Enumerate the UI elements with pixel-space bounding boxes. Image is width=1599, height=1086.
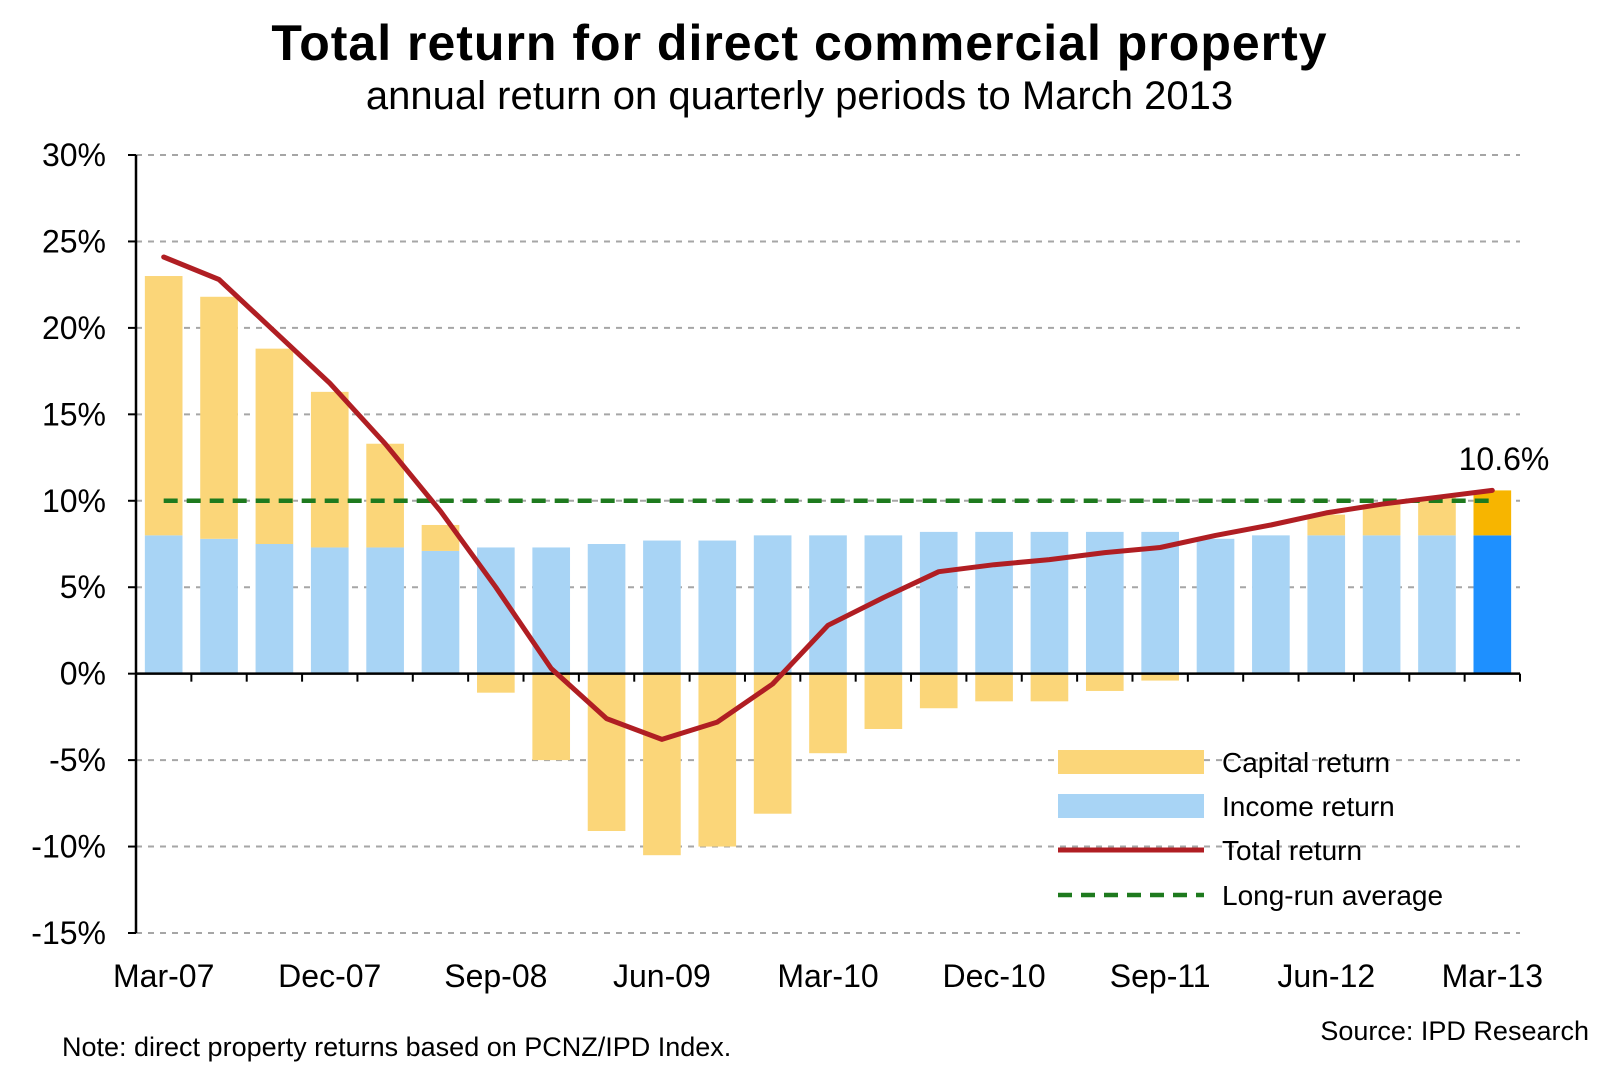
x-tick-label: Dec-10 <box>943 958 1046 994</box>
income-return-bar <box>421 550 460 674</box>
income-return-bar <box>1307 535 1346 674</box>
income-return-bar <box>587 544 626 674</box>
legend-swatch-capital-return <box>1058 750 1204 774</box>
capital-return-bar <box>587 673 626 831</box>
capital-return-bar <box>1085 673 1124 691</box>
x-tick-label: Dec-07 <box>278 958 381 994</box>
y-tick-label: -15% <box>31 915 106 951</box>
capital-return-bar <box>1418 497 1456 536</box>
y-tick-label: 0% <box>60 656 106 692</box>
capital-return-bar <box>1030 673 1069 702</box>
capital-return-bar <box>477 673 515 693</box>
income-return-bar <box>643 540 681 674</box>
legend-label-total-return: Total return <box>1222 835 1362 866</box>
legend-swatch-income-return <box>1058 794 1204 818</box>
total-return-line <box>161 254 1495 742</box>
capital-return-bar <box>864 673 903 729</box>
income-return-bar <box>1362 535 1401 674</box>
capital-return-bar <box>1141 673 1179 681</box>
x-tick-label: Mar-07 <box>113 958 214 994</box>
y-tick-label: -5% <box>49 742 106 778</box>
y-tick-label: 30% <box>42 137 106 173</box>
income-return-bar <box>532 547 571 674</box>
footnote: Note: direct property returns based on P… <box>62 1032 732 1062</box>
income-return-bar <box>809 535 847 674</box>
x-tick-label: Mar-13 <box>1442 958 1543 994</box>
income-return-bar <box>975 531 1013 674</box>
income-return-bar <box>366 547 404 674</box>
capital-return-bar <box>532 673 571 761</box>
capital-return-bar <box>310 391 349 548</box>
chart-title: Total return for direct commercial prope… <box>271 15 1328 71</box>
y-tick-label: 15% <box>42 396 106 432</box>
income-return-bar <box>1473 535 1512 674</box>
income-return-bar <box>1196 538 1235 674</box>
income-return-bar <box>255 544 294 674</box>
legend-label-capital-return: Capital return <box>1222 747 1390 778</box>
capital-return-bar <box>255 348 294 544</box>
y-tick-label: 20% <box>42 310 106 346</box>
x-tick-label: Jun-12 <box>1277 958 1375 994</box>
x-tick-label: Jun-09 <box>613 958 711 994</box>
total-return-callout: 10.6% <box>1459 441 1550 477</box>
capital-return-bar <box>643 673 681 856</box>
income-return-bar <box>144 535 183 674</box>
capital-return-bar <box>698 673 737 847</box>
legend-label-long-run-average: Long-run average <box>1222 880 1443 911</box>
capital-return-bar <box>975 673 1013 702</box>
capital-return-bar <box>753 673 792 814</box>
capital-return-bar <box>919 673 958 709</box>
income-return-bar <box>310 547 349 674</box>
income-return-bar <box>1030 531 1069 674</box>
capital-return-bar <box>1473 490 1512 536</box>
legend-label-income-return: Income return <box>1222 791 1395 822</box>
x-tick-label: Sep-11 <box>1110 958 1211 994</box>
y-tick-label: 10% <box>42 483 106 519</box>
y-tick-label: 5% <box>60 569 106 605</box>
capital-return-bar <box>1362 504 1401 536</box>
capital-return-bar <box>809 673 847 754</box>
income-return-bar <box>919 531 958 674</box>
income-return-bar <box>1252 535 1290 674</box>
x-tick-label: Mar-10 <box>777 958 878 994</box>
source-credit: Source: IPD Research <box>1320 1016 1589 1046</box>
income-return-bar <box>1141 531 1179 674</box>
income-return-bar <box>1418 535 1456 674</box>
x-tick-label: Sep-08 <box>444 958 547 994</box>
income-return-bar <box>698 540 737 674</box>
chart-subtitle: annual return on quarterly periods to Ma… <box>365 74 1234 118</box>
income-return-bar <box>753 535 792 674</box>
y-tick-label: -10% <box>31 829 106 865</box>
y-tick-label: 25% <box>42 223 106 259</box>
capital-return-bar <box>1307 514 1346 536</box>
capital-return-bar <box>200 296 238 539</box>
income-return-bar <box>200 538 238 674</box>
capital-return-bar <box>144 276 183 536</box>
